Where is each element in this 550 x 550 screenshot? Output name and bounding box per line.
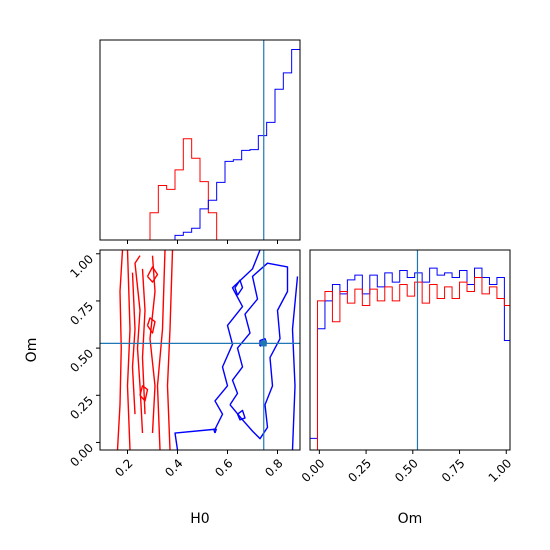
contour-series_a-1: [229, 262, 289, 440]
contour-series_a-0: [174, 250, 261, 450]
hist-h0-series-0: [100, 138, 300, 240]
contour-series_b-6: [131, 272, 136, 415]
axis-labels: H0 Om Om: [24, 338, 422, 527]
contour-series_a-3: [236, 409, 246, 421]
x-tick-label-om-2: 0.50: [392, 456, 421, 485]
hist-om-plot-area: [310, 250, 510, 450]
contour-series_a-2: [291, 276, 299, 450]
contour-series_b-8: [146, 266, 159, 283]
contour-series_b-4: [134, 255, 144, 434]
x-tick-label-h0-1: 0.4: [162, 456, 185, 479]
hist-om-series-1: [310, 277, 510, 450]
panel-hist-om: 0.00 0.25 0.50 0.75 1.00: [299, 249, 515, 485]
axes-frame: [99, 249, 301, 451]
contour-plot-area: [100, 250, 300, 450]
y-tick-label-om-4: 1.00: [67, 252, 96, 281]
xlabel-h0: H0: [190, 511, 209, 527]
y-tick-label-om-0: 0.00: [67, 441, 96, 470]
contour-series_b-0: [116, 250, 124, 450]
contour-series_b-7: [141, 268, 146, 415]
y-tick-label-om-1: 0.25: [67, 394, 96, 423]
x-tick-label-h0-2: 0.6: [212, 456, 235, 479]
x-tick-label-h0-3: 0.8: [262, 456, 285, 479]
axes-frame: [99, 39, 301, 241]
panel-contour: 0.2 0.4 0.6 0.8 0.00 0.25 0.50 0.75 1.00: [67, 249, 301, 480]
contour-series_b-1: [126, 250, 131, 450]
truth-marker: [260, 340, 267, 347]
contour-series_b-9: [146, 317, 156, 334]
x-tick-label-om-3: 0.75: [439, 456, 468, 485]
hist-h0-plot-area: [100, 40, 300, 240]
xlabel-om: Om: [398, 511, 423, 527]
hist-om-series-0: [310, 267, 510, 450]
y-tick-label-om-2: 0.50: [67, 346, 96, 375]
contour-series_b-10: [139, 385, 149, 402]
x-tick-label-om-4: 1.00: [486, 456, 515, 485]
contour-series_a-6: [213, 428, 217, 434]
contour-series_b-2: [156, 250, 166, 450]
axes-frame: [309, 249, 511, 451]
contour-series_a-4: [234, 279, 244, 296]
panel-hist-h0: [99, 39, 301, 244]
x-tick-label-h0-0: 0.2: [112, 456, 135, 479]
ylabel-om: Om: [24, 338, 40, 363]
x-tick-label-om-1: 0.25: [345, 456, 374, 485]
hist-h0-series-1: [100, 49, 300, 240]
x-tick-label-om-0: 0.00: [299, 456, 328, 485]
contour-series_b-3: [166, 250, 174, 450]
y-tick-label-om-3: 0.75: [67, 299, 96, 328]
